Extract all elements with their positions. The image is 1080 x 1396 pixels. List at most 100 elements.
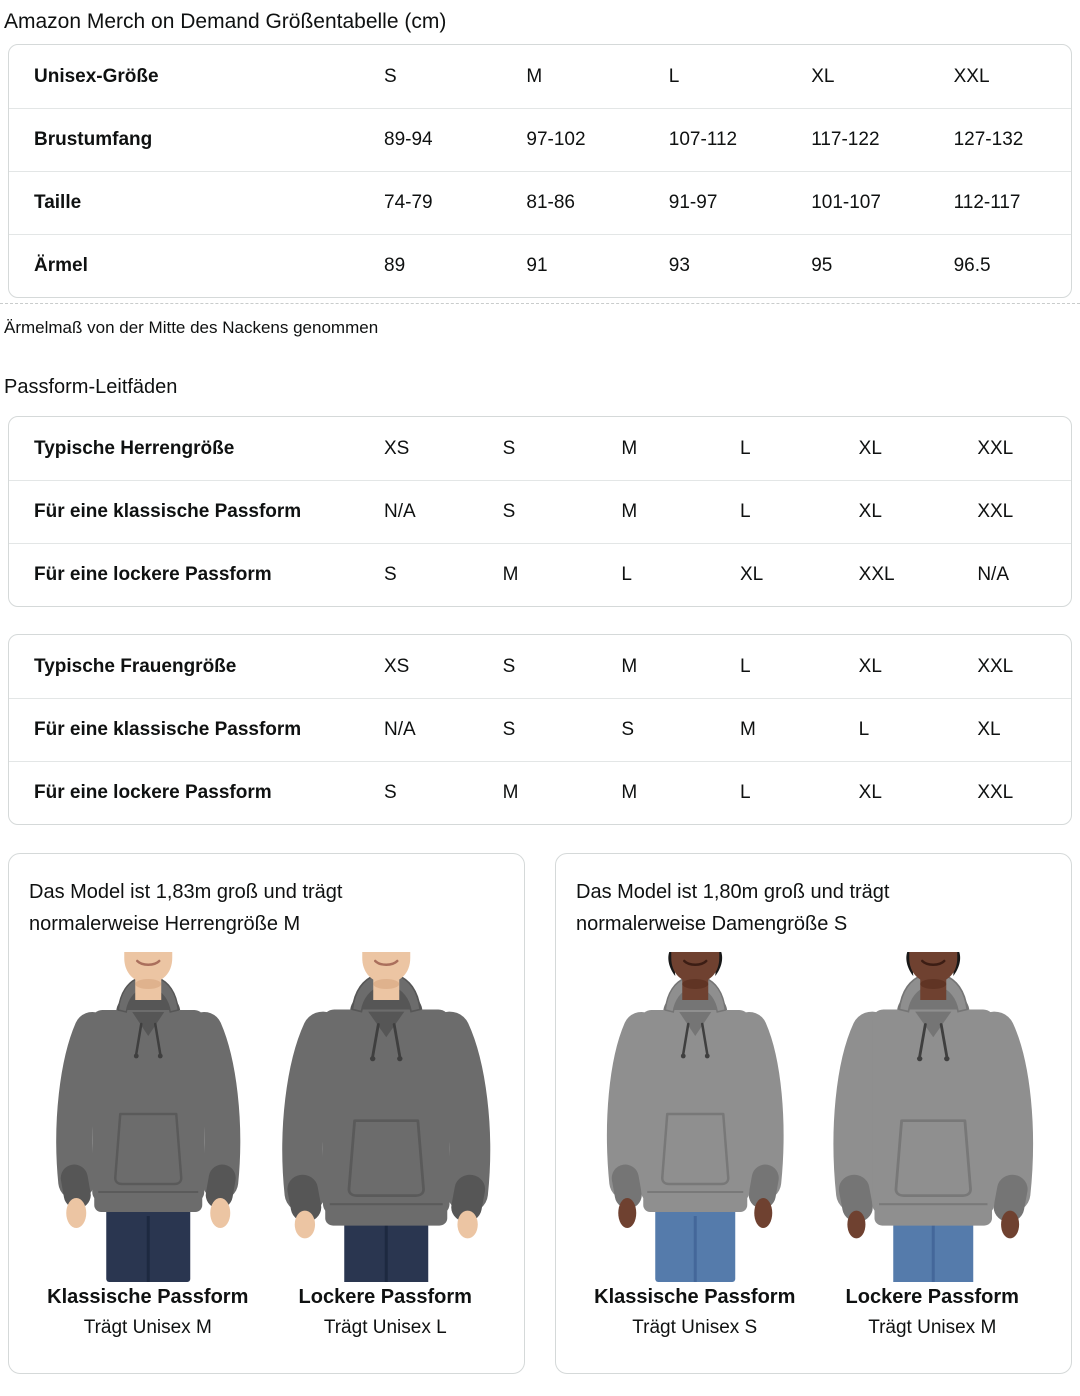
model-photo-loose-fit — [281, 952, 490, 1282]
size-value: XXL — [977, 437, 1014, 459]
table-row: Für eine lockere Passform S M M L XL XXL — [9, 761, 1071, 824]
head — [361, 952, 410, 1000]
size-value: XS — [384, 655, 410, 677]
size-value: M — [621, 501, 638, 522]
row-label: Für eine klassische Passform — [34, 719, 302, 740]
head — [905, 952, 960, 1000]
head — [124, 952, 173, 1000]
table-row: Typische Herrengröße XS S M L XL XXL — [9, 417, 1071, 480]
model-figure: Klassische Passform Trägt Unisex S — [576, 952, 814, 1340]
size-value: XXL — [977, 782, 1014, 803]
size-value: 74-79 — [384, 192, 433, 213]
size-value: XL — [858, 655, 882, 677]
hoodie — [606, 977, 784, 1228]
hoodie — [832, 974, 1033, 1239]
size-value: N/A — [384, 719, 416, 740]
size-value: XL — [858, 501, 882, 522]
model-photo-loose-fit — [832, 952, 1033, 1282]
size-value: L — [668, 65, 680, 87]
fit-type-label: Klassische Passform — [47, 1286, 249, 1308]
size-value: S — [621, 719, 635, 740]
size-value: XL — [739, 564, 764, 585]
row-label: Für eine lockere Passform — [34, 782, 272, 803]
row-label: Für eine klassische Passform — [34, 501, 302, 522]
model-card-intro: Das Model ist 1,80m groß und trägt norma… — [576, 881, 890, 935]
size-value: M — [621, 655, 638, 677]
size-value: XXL — [977, 655, 1014, 677]
worn-size-label: Trägt Unisex M — [868, 1317, 997, 1338]
size-value: XXL — [977, 501, 1014, 522]
size-value: M — [502, 782, 519, 803]
size-value: 107-112 — [668, 129, 738, 150]
men-fit-table: Typische Herrengröße XS S M L XL XXL Für… — [8, 416, 1072, 607]
size-value: L — [858, 719, 870, 740]
size-value: L — [739, 782, 751, 803]
size-value: 97-102 — [526, 129, 586, 150]
row-label: Brustumfang — [34, 129, 153, 150]
jeans — [106, 1200, 191, 1282]
size-value: S — [502, 437, 516, 459]
table-row: Für eine klassische Passform N/A S M L X… — [9, 480, 1071, 543]
size-value: 89 — [384, 255, 406, 276]
size-value: 89-94 — [384, 129, 433, 150]
women-fit-table: Typische Frauengröße XS S M L XL XXL Für… — [8, 634, 1072, 825]
model-card-women: Das Model ist 1,80m groß und trägt norma… — [555, 853, 1072, 1374]
size-value: 93 — [668, 255, 690, 276]
size-value: M — [621, 437, 638, 459]
row-label: Typische Herrengröße — [34, 437, 235, 459]
worn-size-label: Trägt Unisex S — [632, 1317, 758, 1338]
size-value: N/A — [384, 501, 416, 522]
fit-type-label: Lockere Passform — [298, 1286, 472, 1308]
size-value: M — [739, 719, 756, 740]
head — [668, 952, 723, 1000]
fit-guides-heading: Passform-Leitfäden — [4, 376, 178, 398]
model-card-intro: Das Model ist 1,83m groß und trägt norma… — [29, 881, 343, 935]
hoodie — [281, 974, 490, 1239]
size-value: L — [739, 501, 751, 522]
model-figure: Klassische Passform Trägt Unisex M — [29, 952, 267, 1340]
size-value: L — [621, 564, 632, 585]
model-figure: Lockere Passform Trägt Unisex L — [267, 952, 505, 1340]
row-label: Ärmel — [34, 255, 88, 276]
table-row: Brustumfang 89-94 97-102 107-112 117-122… — [9, 108, 1071, 171]
worn-size-label: Trägt Unisex M — [83, 1317, 212, 1338]
size-value: N/A — [977, 564, 1010, 585]
size-value: XL — [811, 65, 835, 87]
worn-size-label: Trägt Unisex L — [323, 1317, 447, 1338]
page-title: Amazon Merch on Demand Größentabelle (cm… — [4, 10, 447, 33]
size-value: S — [384, 65, 397, 87]
size-value: S — [384, 782, 397, 803]
model-cards: Das Model ist 1,83m groß und trägt norma… — [8, 853, 1072, 1374]
size-value: 112-117 — [953, 192, 1021, 213]
model-card-men: Das Model ist 1,83m groß und trägt norma… — [8, 853, 525, 1374]
size-value: 117-122 — [811, 129, 880, 150]
hoodie — [56, 977, 241, 1228]
model-photo-classic-fit — [56, 952, 241, 1282]
sleeve-note: Ärmelmaß von der Mitte des Nackens genom… — [4, 318, 379, 337]
size-value: S — [502, 501, 516, 522]
row-label: Typische Frauengröße — [34, 655, 237, 677]
size-value: XXL — [953, 65, 990, 87]
table-row: Für eine klassische Passform N/A S S M L… — [9, 698, 1071, 761]
model-figure: Lockere Passform Trägt Unisex M — [814, 952, 1052, 1340]
size-value: 101-107 — [811, 192, 881, 213]
size-value: S — [502, 719, 516, 740]
size-value: M — [502, 564, 519, 585]
size-value: XS — [384, 437, 410, 459]
row-label: Taille — [34, 192, 82, 213]
row-label: Unisex-Größe — [34, 65, 159, 87]
table-row: Unisex-Größe S M L XL XXL — [9, 45, 1071, 108]
row-label: Für eine lockere Passform — [34, 564, 272, 585]
size-value: M — [526, 65, 543, 87]
size-value: XL — [858, 437, 882, 459]
model-photo-classic-fit — [606, 952, 784, 1282]
size-value: XL — [858, 782, 882, 803]
fit-type-label: Lockere Passform — [845, 1286, 1019, 1308]
size-value: XL — [977, 719, 1001, 740]
size-value: L — [739, 437, 751, 459]
table-row: Typische Frauengröße XS S M L XL XXL — [9, 635, 1071, 698]
size-value: M — [621, 782, 638, 803]
size-chart-table: Unisex-Größe S M L XL XXL Brustumfang 89… — [8, 44, 1072, 298]
size-value: L — [739, 655, 751, 677]
table-row: Ärmel 89 91 93 95 96.5 — [9, 234, 1071, 297]
